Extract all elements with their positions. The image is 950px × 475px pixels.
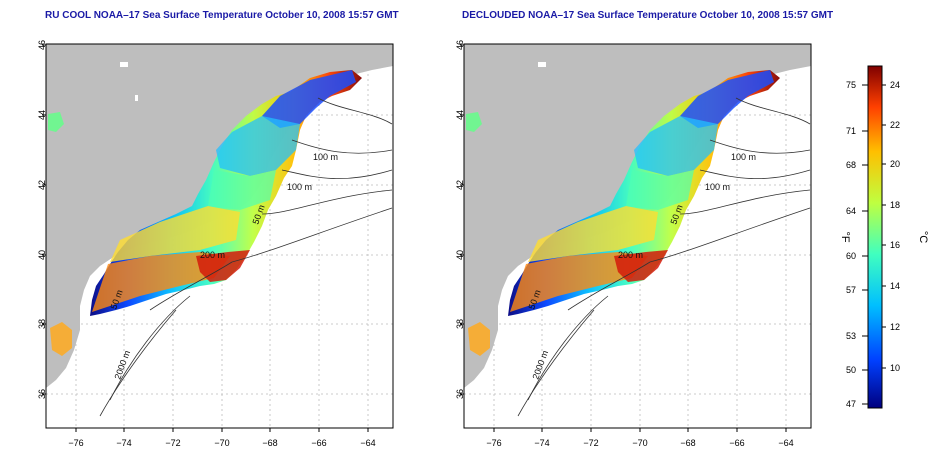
lat-tick-labels: 46 44 42 40 38 36 — [455, 40, 465, 399]
bathymetry-contours — [99, 97, 393, 417]
svg-text:36: 36 — [455, 389, 465, 399]
svg-text:40: 40 — [37, 250, 47, 260]
colorbar: 75 71 68 64 60 57 53 50 47 — [839, 65, 929, 409]
svg-text:−76: −76 — [486, 438, 501, 448]
svg-text:40: 40 — [455, 250, 465, 260]
lon-axis — [493, 428, 787, 432]
svg-text:−74: −74 — [534, 438, 549, 448]
svg-text:−74: −74 — [116, 438, 131, 448]
svg-text:200 m: 200 m — [200, 250, 225, 260]
svg-text:60: 60 — [846, 251, 856, 261]
svg-text:100 m: 100 m — [287, 182, 312, 192]
lat-axis — [460, 44, 464, 395]
svg-text:50: 50 — [846, 365, 856, 375]
svg-text:20: 20 — [890, 159, 900, 169]
svg-text:12: 12 — [890, 322, 900, 332]
lon-tick-labels: −76 −74 −72 −70 −68 −66 −64 — [486, 438, 793, 448]
svg-text:14: 14 — [890, 281, 900, 291]
svg-text:−64: −64 — [778, 438, 793, 448]
svg-text:46: 46 — [37, 40, 47, 50]
svg-text:44: 44 — [37, 110, 47, 120]
svg-text:100 m: 100 m — [313, 152, 338, 162]
panel-title-right: DECLOUDED NOAA–17 Sea Surface Temperatur… — [462, 10, 834, 21]
celsius-unit-label: °C — [917, 231, 929, 243]
svg-text:75: 75 — [846, 80, 856, 90]
panel-title-left: RU COOL NOAA–17 Sea Surface Temperature … — [45, 10, 399, 21]
svg-text:47: 47 — [846, 399, 856, 409]
axes-frame — [463, 43, 812, 429]
svg-text:38: 38 — [455, 319, 465, 329]
fahrenheit-unit-label: °F — [839, 231, 851, 242]
svg-text:64: 64 — [846, 206, 856, 216]
bathymetry-contours — [517, 97, 811, 417]
map-panel-left: 100 m 100 m 50 m 200 m 50 m 2000 m 46 44… — [37, 40, 394, 448]
svg-text:46: 46 — [455, 40, 465, 50]
svg-text:22: 22 — [890, 120, 900, 130]
svg-text:−66: −66 — [729, 438, 744, 448]
svg-text:−72: −72 — [165, 438, 180, 448]
svg-text:−76: −76 — [68, 438, 83, 448]
svg-text:10: 10 — [890, 363, 900, 373]
celsius-ticks: 24 22 20 18 16 14 12 10 — [890, 80, 900, 373]
lon-tick-labels: −76 −74 −72 −70 −68 −66 −64 — [68, 438, 375, 448]
svg-text:24: 24 — [890, 80, 900, 90]
svg-text:−70: −70 — [632, 438, 647, 448]
svg-text:18: 18 — [890, 200, 900, 210]
svg-text:44: 44 — [455, 110, 465, 120]
svg-text:−66: −66 — [311, 438, 326, 448]
svg-text:53: 53 — [846, 331, 856, 341]
fahrenheit-ticks: 75 71 68 64 60 57 53 50 47 — [846, 80, 856, 409]
svg-text:−72: −72 — [583, 438, 598, 448]
svg-text:−68: −68 — [262, 438, 277, 448]
svg-text:16: 16 — [890, 240, 900, 250]
colorbar-gradient — [867, 65, 883, 409]
lat-tick-labels: 46 44 42 40 38 36 — [37, 40, 47, 399]
svg-text:68: 68 — [846, 160, 856, 170]
axes-frame — [45, 43, 394, 429]
svg-text:−68: −68 — [680, 438, 695, 448]
svg-text:71: 71 — [846, 126, 856, 136]
lon-axis — [75, 428, 369, 432]
svg-text:−70: −70 — [214, 438, 229, 448]
lat-axis — [42, 44, 46, 395]
svg-text:100 m: 100 m — [731, 152, 756, 162]
svg-text:42: 42 — [455, 180, 465, 190]
svg-text:100 m: 100 m — [705, 182, 730, 192]
svg-text:57: 57 — [846, 285, 856, 295]
svg-text:36: 36 — [37, 389, 47, 399]
svg-text:200 m: 200 m — [618, 250, 643, 260]
map-panel-right: 100 m 100 m 50 m 200 m 50 m 2000 m 46 44… — [455, 40, 812, 448]
svg-text:−64: −64 — [360, 438, 375, 448]
svg-text:42: 42 — [37, 180, 47, 190]
svg-text:38: 38 — [37, 319, 47, 329]
